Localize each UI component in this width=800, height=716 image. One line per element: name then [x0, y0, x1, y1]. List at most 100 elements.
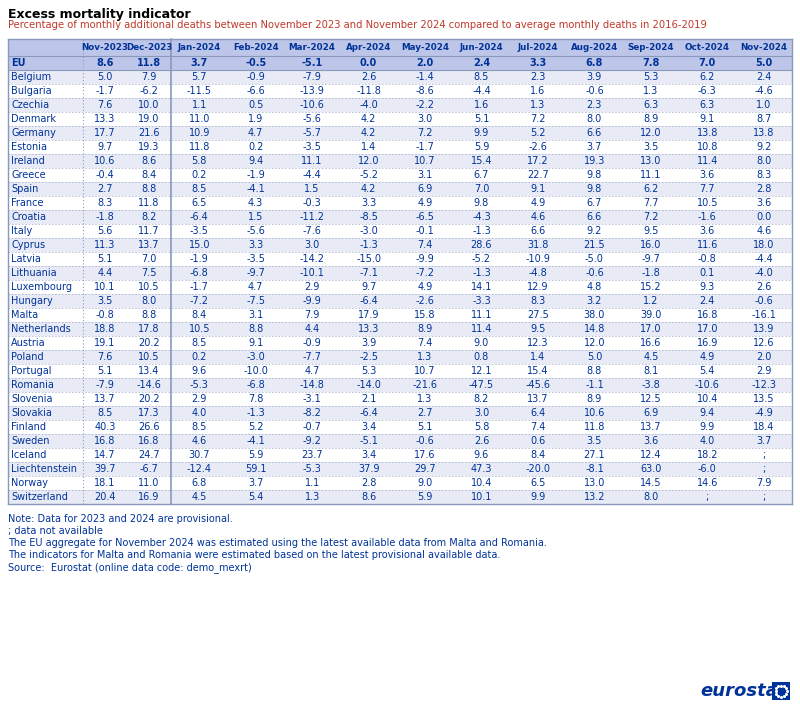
Text: 5.0: 5.0 [586, 352, 602, 362]
Text: 8.8: 8.8 [586, 366, 602, 376]
Text: 8.3: 8.3 [98, 198, 113, 208]
Text: -5.3: -5.3 [190, 380, 209, 390]
Text: 13.4: 13.4 [138, 366, 160, 376]
Text: -6.4: -6.4 [359, 408, 378, 418]
Text: 11.1: 11.1 [471, 310, 492, 320]
Text: 6.6: 6.6 [586, 212, 602, 222]
Text: ;: ; [762, 464, 766, 474]
Bar [8, 39, 792, 56]
Bar [8, 294, 792, 308]
Text: -0.9: -0.9 [302, 338, 322, 348]
Text: 8.6: 8.6 [361, 492, 376, 502]
Text: 6.3: 6.3 [700, 100, 715, 110]
Text: 4.2: 4.2 [361, 114, 376, 124]
Text: 7.4: 7.4 [530, 422, 546, 432]
Text: 12.5: 12.5 [640, 394, 662, 404]
Text: 17.0: 17.0 [697, 324, 718, 334]
Text: -1.9: -1.9 [190, 254, 209, 264]
Text: -6.6: -6.6 [246, 86, 265, 96]
Text: 5.9: 5.9 [248, 450, 263, 460]
Text: 7.4: 7.4 [418, 240, 433, 250]
Text: -12.3: -12.3 [751, 380, 776, 390]
Text: -6.2: -6.2 [139, 86, 158, 96]
Text: 12.1: 12.1 [470, 366, 492, 376]
Text: Excess mortality indicator: Excess mortality indicator [8, 8, 190, 21]
Text: 8.9: 8.9 [586, 394, 602, 404]
Text: 9.1: 9.1 [248, 338, 263, 348]
Text: -2.2: -2.2 [415, 100, 434, 110]
Text: 1.1: 1.1 [192, 100, 207, 110]
Text: 21.6: 21.6 [138, 128, 160, 138]
Text: -15.0: -15.0 [356, 254, 381, 264]
Text: 0.5: 0.5 [248, 100, 263, 110]
Text: 3.1: 3.1 [248, 310, 263, 320]
Text: 6.9: 6.9 [418, 184, 433, 194]
Text: 13.0: 13.0 [584, 478, 605, 488]
Text: 8.4: 8.4 [530, 450, 546, 460]
Text: 0.1: 0.1 [700, 268, 715, 278]
Text: 1.6: 1.6 [474, 100, 489, 110]
Text: -4.4: -4.4 [754, 254, 773, 264]
Text: 10.6: 10.6 [584, 408, 605, 418]
Text: Estonia: Estonia [11, 142, 47, 152]
Text: 5.2: 5.2 [248, 422, 263, 432]
Text: -5.6: -5.6 [246, 226, 265, 236]
Text: 1.5: 1.5 [305, 184, 320, 194]
Text: 7.4: 7.4 [418, 338, 433, 348]
Text: Finland: Finland [11, 422, 46, 432]
Text: Spain: Spain [11, 184, 38, 194]
Text: 2.0: 2.0 [417, 58, 434, 68]
Text: 3.0: 3.0 [418, 114, 433, 124]
Text: 11.1: 11.1 [640, 170, 662, 180]
Text: 6.8: 6.8 [586, 58, 603, 68]
Text: 17.8: 17.8 [138, 324, 160, 334]
Text: -6.0: -6.0 [698, 464, 717, 474]
Text: 9.9: 9.9 [474, 128, 489, 138]
Text: 38.0: 38.0 [584, 310, 605, 320]
Text: 12.0: 12.0 [584, 338, 605, 348]
Text: 30.7: 30.7 [189, 450, 210, 460]
Text: 18.1: 18.1 [94, 478, 116, 488]
Text: Slovenia: Slovenia [11, 394, 53, 404]
Text: -1.3: -1.3 [359, 240, 378, 250]
Text: 26.6: 26.6 [138, 422, 160, 432]
Text: 11.8: 11.8 [189, 142, 210, 152]
Text: 1.0: 1.0 [756, 100, 771, 110]
Text: 0.0: 0.0 [360, 58, 378, 68]
Text: 7.2: 7.2 [418, 128, 433, 138]
Text: Romania: Romania [11, 380, 54, 390]
Text: -2.5: -2.5 [359, 352, 378, 362]
Text: Poland: Poland [11, 352, 44, 362]
Text: 6.7: 6.7 [474, 170, 489, 180]
Text: 0.2: 0.2 [248, 142, 263, 152]
Text: 4.0: 4.0 [192, 408, 207, 418]
Text: Nov-2024: Nov-2024 [740, 43, 787, 52]
Text: -5.2: -5.2 [472, 254, 491, 264]
Text: 7.7: 7.7 [699, 184, 715, 194]
Text: -0.9: -0.9 [246, 72, 265, 82]
Text: -8.5: -8.5 [359, 212, 378, 222]
Text: -7.6: -7.6 [302, 226, 322, 236]
Text: 1.2: 1.2 [643, 296, 658, 306]
Bar [772, 682, 790, 700]
Text: -4.1: -4.1 [246, 436, 265, 446]
Text: 6.9: 6.9 [643, 408, 658, 418]
Text: 8.7: 8.7 [756, 114, 771, 124]
Text: The indicators for Malta and Romania were estimated based on the latest provisio: The indicators for Malta and Romania wer… [8, 550, 500, 560]
Text: 10.4: 10.4 [697, 394, 718, 404]
Text: 8.0: 8.0 [142, 296, 157, 306]
Text: 3.4: 3.4 [361, 422, 376, 432]
Text: 27.1: 27.1 [583, 450, 606, 460]
Text: 8.5: 8.5 [191, 338, 207, 348]
Text: 13.2: 13.2 [584, 492, 605, 502]
Text: -4.9: -4.9 [754, 408, 773, 418]
Text: 3.5: 3.5 [586, 436, 602, 446]
Text: 9.8: 9.8 [586, 170, 602, 180]
Text: 4.8: 4.8 [586, 282, 602, 292]
Text: 7.7: 7.7 [643, 198, 658, 208]
Text: -9.2: -9.2 [302, 436, 322, 446]
Text: 5.8: 5.8 [191, 156, 207, 166]
Bar [8, 70, 792, 84]
Text: 15.8: 15.8 [414, 310, 436, 320]
Text: -10.0: -10.0 [243, 366, 268, 376]
